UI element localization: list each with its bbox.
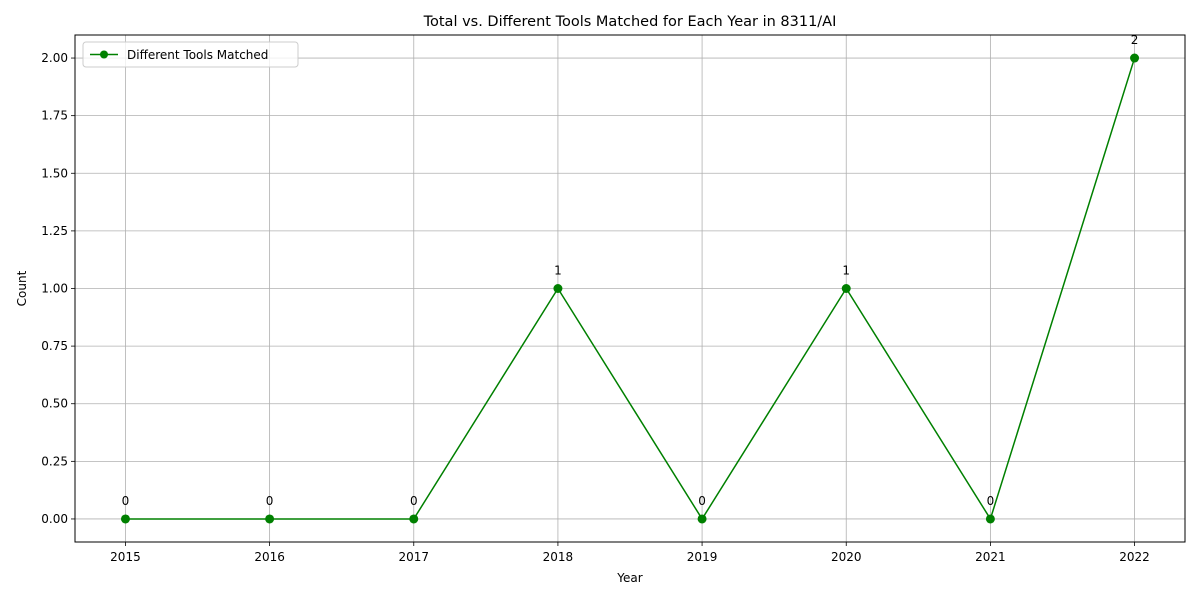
data-label: 2 bbox=[1131, 33, 1139, 47]
x-tick-label: 2019 bbox=[687, 550, 718, 564]
x-tick-label: 2018 bbox=[543, 550, 574, 564]
data-point bbox=[409, 514, 419, 524]
y-tick-label: 0.25 bbox=[41, 454, 68, 468]
data-point bbox=[697, 514, 707, 524]
x-tick-label: 2021 bbox=[975, 550, 1006, 564]
chart-title: Total vs. Different Tools Matched for Ea… bbox=[423, 14, 837, 30]
data-label: 1 bbox=[842, 264, 850, 278]
data-point bbox=[841, 284, 851, 293]
data-label: 0 bbox=[122, 494, 130, 508]
y-tick-label: 0.00 bbox=[41, 512, 68, 526]
y-tick-label: 1.25 bbox=[41, 224, 68, 238]
data-point bbox=[553, 284, 563, 293]
series-layer bbox=[120, 53, 1140, 524]
x-tick-label: 2015 bbox=[110, 550, 141, 564]
data-point bbox=[120, 514, 130, 524]
data-label: 1 bbox=[554, 264, 562, 278]
data-label: 0 bbox=[266, 494, 274, 508]
y-axis-label: Count bbox=[15, 270, 29, 306]
x-tick-label: 2020 bbox=[831, 550, 862, 564]
x-tick-label: 2017 bbox=[398, 550, 429, 564]
data-label: 0 bbox=[698, 494, 706, 508]
series-line bbox=[125, 57, 1136, 520]
legend-marker-swatch bbox=[100, 50, 108, 59]
data-point bbox=[265, 514, 275, 524]
grid bbox=[75, 35, 1185, 542]
legend-entry: Different Tools Matched bbox=[127, 48, 268, 62]
y-tick-label: 1.75 bbox=[41, 109, 68, 123]
data-point bbox=[1130, 53, 1140, 63]
data-label: 0 bbox=[410, 494, 418, 508]
x-tick-label: 2022 bbox=[1119, 550, 1150, 564]
y-tick-label: 2.00 bbox=[41, 51, 68, 65]
y-tick-label: 1.50 bbox=[41, 166, 68, 180]
y-tick-label: 0.75 bbox=[41, 339, 68, 353]
data-point bbox=[985, 514, 995, 524]
y-tick-label: 0.50 bbox=[41, 397, 68, 411]
legend-box bbox=[82, 41, 299, 68]
data-labels: 0 0 0 1 0 1 0 2 bbox=[122, 33, 1139, 508]
axis-ticks: 2015 2016 2017 2018 2019 2020 2021 2022 0.00 0.25… bbox=[41, 51, 1150, 564]
x-tick-label: 2016 bbox=[254, 550, 285, 564]
data-label: 0 bbox=[987, 494, 995, 508]
y-tick-label: 1.00 bbox=[41, 282, 68, 296]
x-axis-label: Year bbox=[616, 571, 642, 585]
legend: Different Tools Matched bbox=[82, 41, 299, 68]
